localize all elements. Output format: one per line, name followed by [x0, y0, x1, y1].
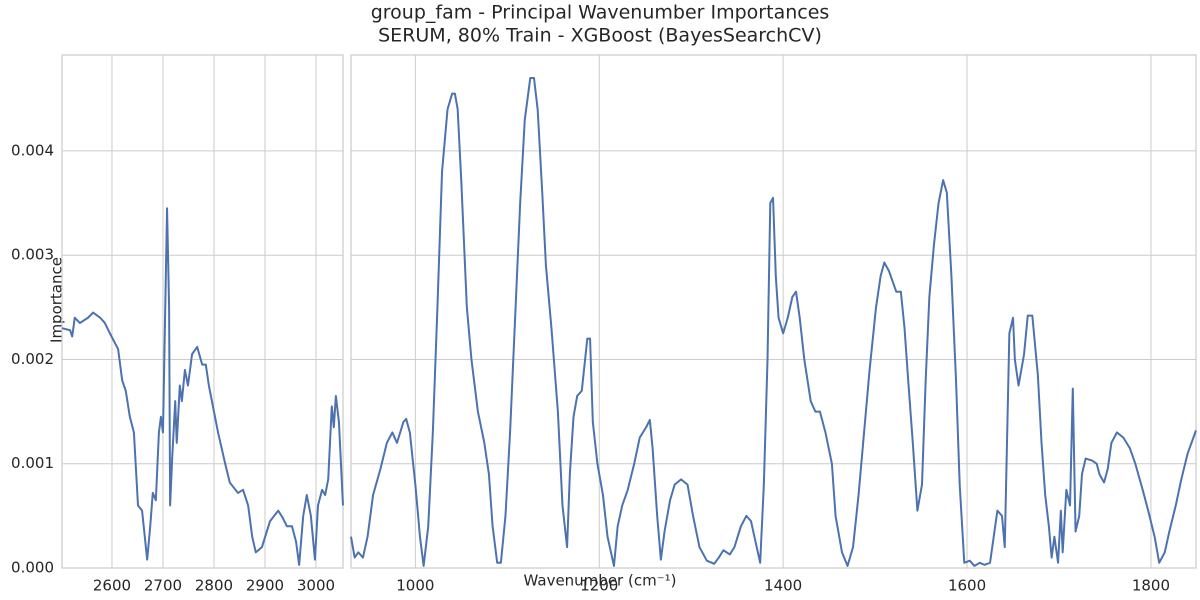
y-axis-label: Importance [48, 257, 66, 343]
y-tick-label: 0.003 [11, 246, 54, 264]
x-tick-label: 1400 [764, 577, 802, 595]
y-tick-label: 0.001 [11, 454, 54, 472]
x-tick-label: 2700 [144, 577, 182, 595]
x-tick-label: 1800 [1132, 577, 1170, 595]
chart-subtitle: SERUM, 80% Train - XGBoost (BayesSearchC… [378, 25, 822, 47]
chart-title: group_fam - Principal Wavenumber Importa… [371, 2, 830, 24]
y-tick-label: 0.000 [11, 559, 54, 577]
x-tick-label: 1200 [580, 577, 618, 595]
x-tick-label: 2600 [93, 577, 131, 595]
x-tick-label: 2800 [195, 577, 233, 595]
data-line [61, 207, 344, 566]
axes-frame [350, 54, 1197, 569]
x-tick-label: 1000 [396, 577, 434, 595]
x-tick-label: 2900 [246, 577, 284, 595]
axes-frame [61, 54, 344, 569]
x-tick-label: 1600 [948, 577, 986, 595]
y-tick-label: 0.002 [11, 350, 54, 368]
x-axis-label: Wavenumber (cm⁻¹) [524, 572, 677, 590]
x-tick-label: 3000 [297, 577, 335, 595]
y-tick-label: 0.004 [11, 141, 54, 159]
data-line [350, 76, 1197, 567]
